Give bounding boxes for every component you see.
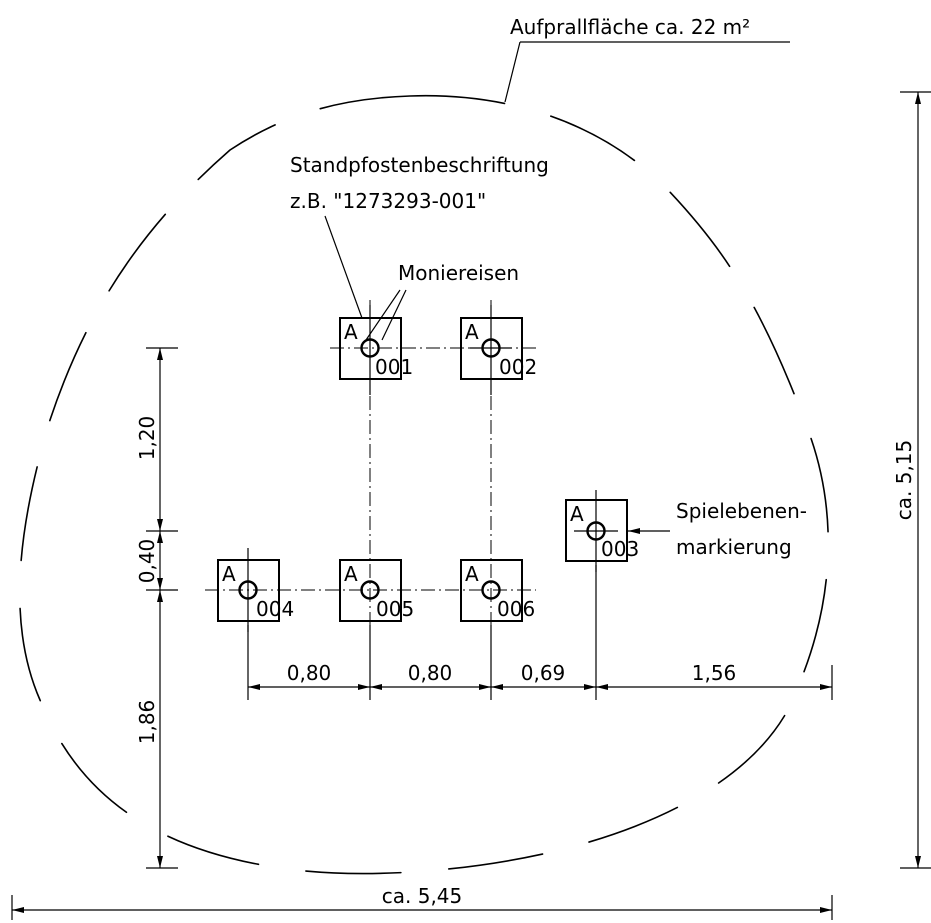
post-005: A 005 — [339, 559, 414, 622]
post-002-letter: A — [465, 320, 479, 344]
post-005-base — [339, 559, 402, 622]
post-005-id: 005 — [376, 597, 414, 621]
post-002-circle — [481, 338, 501, 358]
post-001-letter: A — [344, 320, 358, 344]
dim-total-width: ca. 5,45 — [382, 884, 463, 908]
vertical-dimension-chain: 1,20 0,40 1,86 — [135, 347, 178, 869]
overall-height-dimension: ca. 5,15 — [892, 91, 931, 869]
post-001-id: 001 — [375, 355, 413, 379]
dim-v-2: 0,40 — [135, 539, 159, 584]
post-003-id: 003 — [601, 537, 639, 561]
dim-h-3: 0,69 — [521, 661, 566, 685]
post-004: A 004 — [217, 548, 294, 632]
post-005-letter: A — [344, 562, 358, 586]
rebar-label: Moniereisen — [398, 261, 519, 285]
horizontal-dimension-chain: 0,80 0,80 0,69 1,56 — [247, 565, 833, 700]
rebar-leader-1 — [365, 289, 401, 341]
post-006-base — [460, 559, 523, 622]
post-006: A 006 — [460, 559, 535, 622]
impact-area-label: Aufprallfläche ca. 22 m² — [510, 15, 750, 39]
dim-v-1: 1,20 — [135, 416, 159, 461]
post-004-letter: A — [222, 562, 236, 586]
impact-area-leader — [504, 41, 521, 103]
dim-total-height: ca. 5,15 — [892, 440, 916, 521]
post-004-circle — [238, 580, 258, 600]
post-001-circle — [360, 338, 380, 358]
dim-h-1: 0,80 — [287, 661, 332, 685]
post-003: A 003 — [565, 490, 639, 572]
post-005-circle — [360, 580, 380, 600]
post-001: A 001 — [339, 305, 413, 395]
post-002: A 002 — [460, 305, 537, 395]
post-label-line-2: z.B. "1273293-001" — [290, 189, 486, 213]
post-004-id: 004 — [256, 597, 294, 621]
post-006-circle — [481, 580, 501, 600]
post-002-id: 002 — [499, 355, 537, 379]
post-label-leader — [324, 215, 363, 319]
post-003-circle — [586, 521, 606, 541]
level-mark-line-1: Spielebenen- — [676, 499, 807, 523]
post-label-line-1: Standpfostenbeschriftung — [290, 153, 549, 177]
overall-width-dimension: ca. 5,45 — [11, 884, 833, 920]
post-006-id: 006 — [497, 597, 535, 621]
post-006-letter: A — [465, 562, 479, 586]
post-003-letter: A — [570, 502, 584, 526]
dim-h-4: 1,56 — [692, 661, 737, 685]
level-mark-line-2: markierung — [676, 535, 792, 559]
rebar-leader-2 — [381, 289, 407, 341]
dim-h-2: 0,80 — [408, 661, 453, 685]
dim-v-3: 1,86 — [135, 700, 159, 745]
